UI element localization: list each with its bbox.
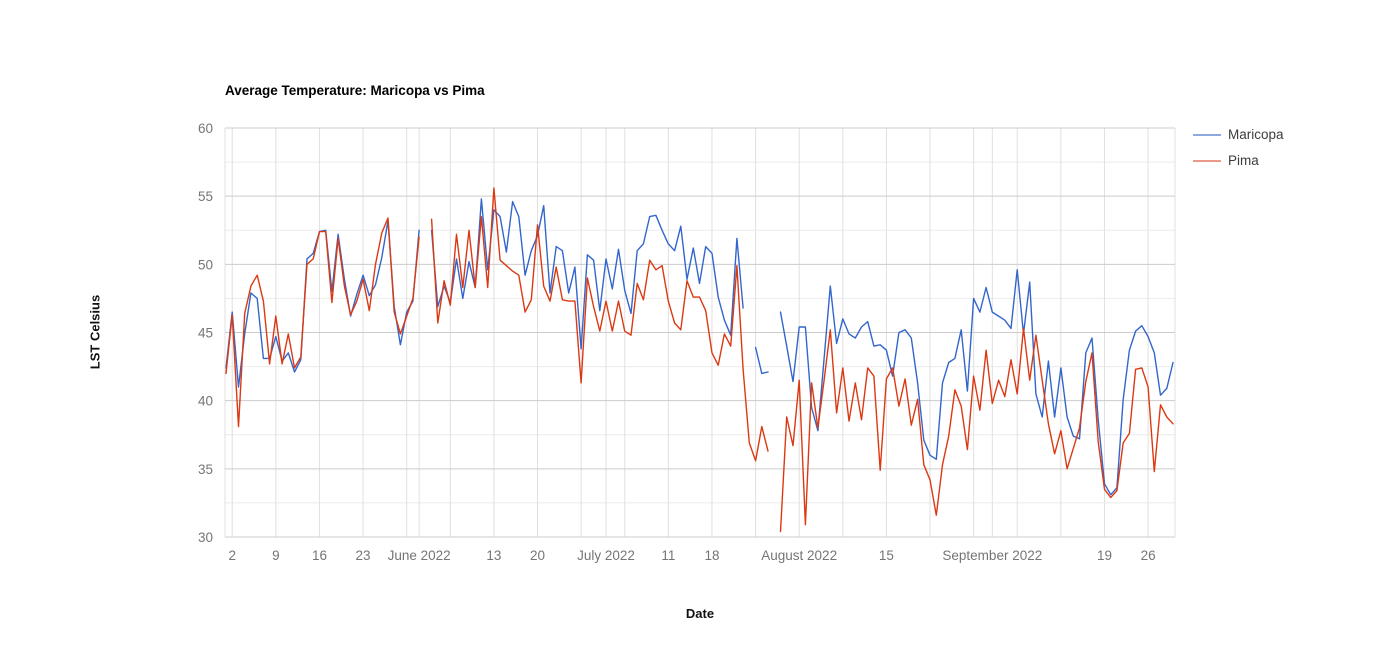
x-tick-label: 15 bbox=[879, 548, 894, 563]
x-tick-label: July 2022 bbox=[577, 548, 635, 563]
x-tick-label: 9 bbox=[272, 548, 280, 563]
x-tick-label: 11 bbox=[661, 548, 675, 563]
y-tick-label: 50 bbox=[198, 257, 213, 272]
pima-line-swatch-icon bbox=[1193, 159, 1221, 162]
legend-label-pima: Pima bbox=[1228, 153, 1259, 168]
x-tick-label: September 2022 bbox=[942, 548, 1042, 563]
x-tick-label: 2 bbox=[228, 548, 236, 563]
y-tick-label: 30 bbox=[198, 530, 213, 545]
legend-item-pima: Pima bbox=[1193, 152, 1284, 169]
y-axis-title: LST Celsius bbox=[87, 294, 103, 370]
x-tick-label: 19 bbox=[1097, 548, 1112, 563]
x-tick-label: 26 bbox=[1141, 548, 1156, 563]
x-tick-label: 18 bbox=[704, 548, 719, 563]
y-tick-label: 35 bbox=[198, 462, 213, 477]
legend-item-maricopa: Maricopa bbox=[1193, 126, 1284, 143]
x-tick-label: 23 bbox=[356, 548, 371, 563]
x-tick-label: 16 bbox=[312, 548, 327, 563]
pima-line[interactable] bbox=[225, 187, 1174, 533]
x-tick-label: June 2022 bbox=[388, 548, 451, 563]
x-tick-label: 20 bbox=[530, 548, 545, 563]
x-tick-label: August 2022 bbox=[761, 548, 837, 563]
maricopa-line[interactable] bbox=[225, 198, 1174, 496]
x-axis-title: Date bbox=[685, 606, 715, 621]
maricopa-line-swatch-icon bbox=[1193, 133, 1221, 136]
legend: Maricopa Pima bbox=[1193, 126, 1284, 178]
chart-title: Average Temperature: Maricopa vs Pima bbox=[225, 83, 485, 98]
y-tick-label: 60 bbox=[198, 121, 213, 136]
x-tick-label: 13 bbox=[486, 548, 501, 563]
y-tick-label: 45 bbox=[198, 326, 213, 341]
y-tick-label: 55 bbox=[198, 189, 213, 204]
legend-label-maricopa: Maricopa bbox=[1228, 127, 1284, 142]
y-tick-label: 40 bbox=[198, 394, 213, 409]
